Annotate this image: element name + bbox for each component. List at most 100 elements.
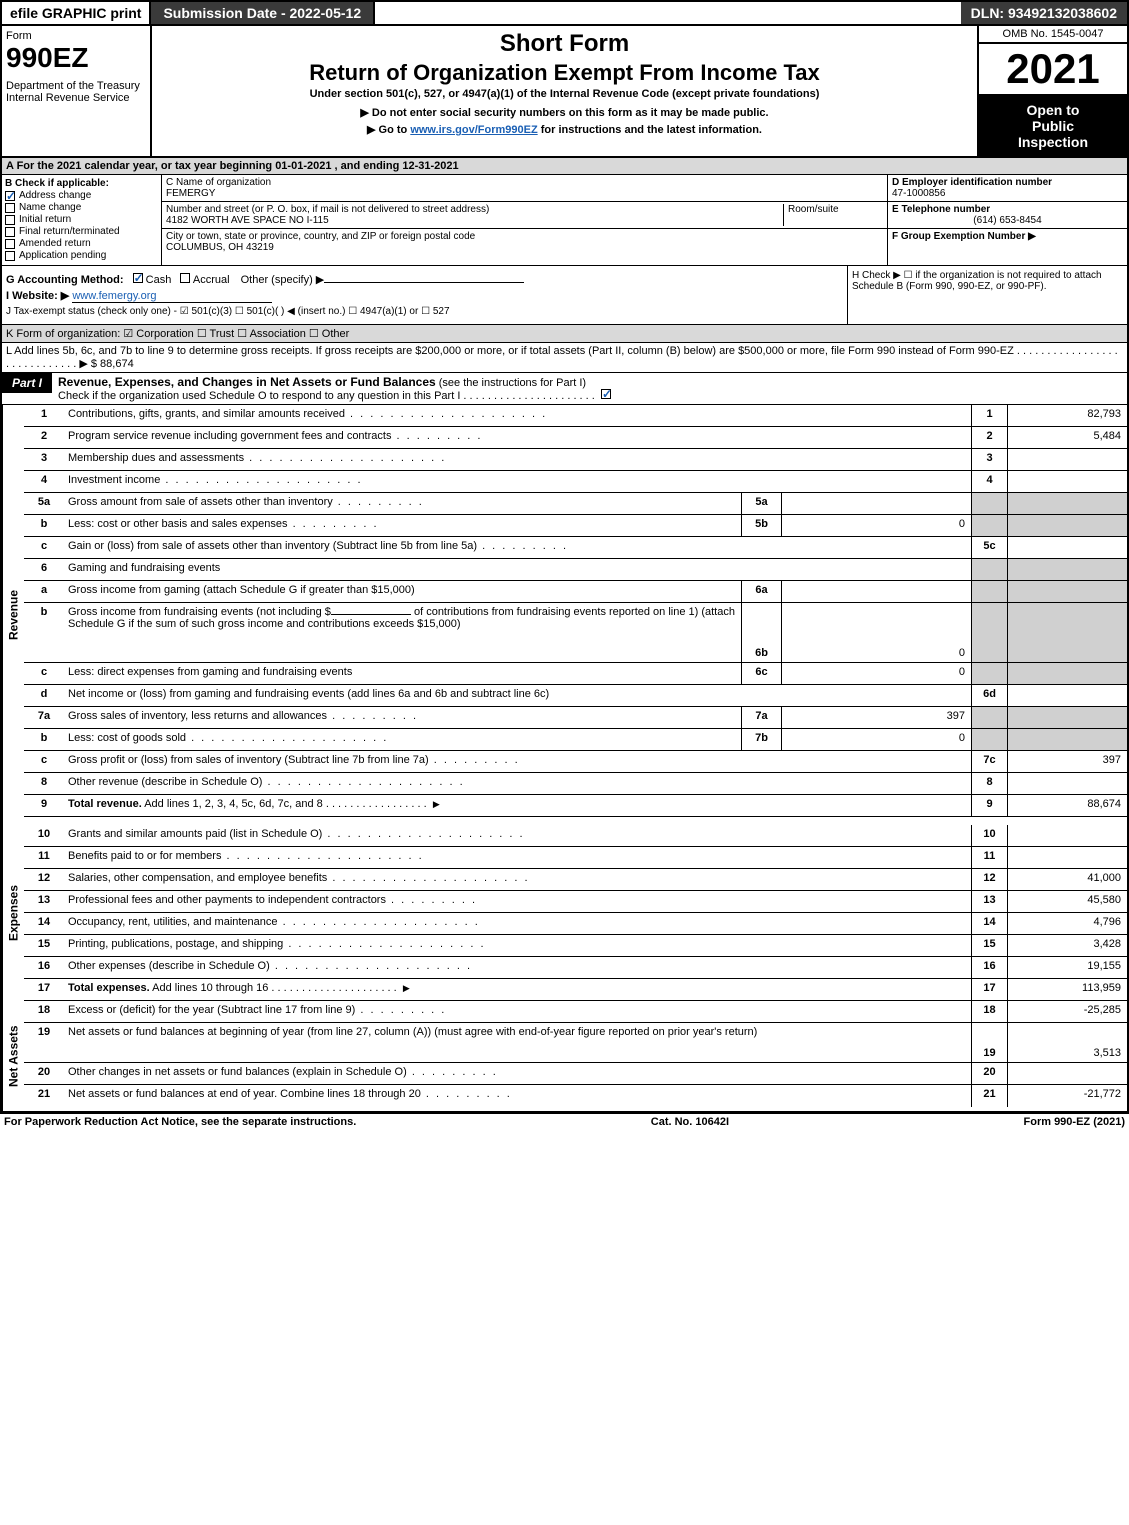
final-val: 45,580	[1007, 891, 1127, 912]
sub-no: 6a	[741, 581, 781, 602]
line-desc: Net assets or fund balances at beginning…	[64, 1023, 971, 1062]
final-no: 8	[971, 773, 1007, 794]
sub-no: 6b	[741, 603, 781, 662]
final-val: 82,793	[1007, 405, 1127, 426]
website-link[interactable]: www.femergy.org	[72, 290, 272, 303]
footer-right: Form 990-EZ (2021)	[1024, 1116, 1126, 1128]
line-desc: Less: cost or other basis and sales expe…	[64, 515, 741, 536]
final-val-shaded	[1007, 581, 1127, 602]
expenses-block: Expenses 10Grants and similar amounts pa…	[0, 825, 1129, 1001]
final-val	[1007, 825, 1127, 846]
sub-val	[781, 493, 971, 514]
line-desc: Other changes in net assets or fund bala…	[64, 1063, 971, 1084]
org-name-row: C Name of organization FEMERGY	[162, 175, 887, 202]
check-initial-return[interactable]: Initial return	[5, 214, 158, 225]
tel-label: E Telephone number	[892, 204, 1123, 215]
footer-mid: Cat. No. 10642I	[651, 1116, 729, 1128]
check-final-return[interactable]: Final return/terminated	[5, 226, 158, 237]
line-desc: Net assets or fund balances at end of ye…	[64, 1085, 971, 1107]
part-1-header: Part I Revenue, Expenses, and Changes in…	[0, 373, 1129, 405]
line-no: c	[24, 663, 64, 684]
sub-val: 0	[781, 515, 971, 536]
final-no-shaded	[971, 663, 1007, 684]
final-no: 4	[971, 471, 1007, 492]
final-val-shaded	[1007, 729, 1127, 750]
goto-pre: ▶ Go to	[367, 124, 410, 136]
line-no: 3	[24, 449, 64, 470]
g-cash: Cash	[146, 274, 172, 286]
arrow-icon	[403, 982, 410, 994]
l6b-field[interactable]	[331, 614, 411, 615]
line-desc: Salaries, other compensation, and employ…	[64, 869, 971, 890]
efile-print[interactable]: efile GRAPHIC print	[2, 2, 151, 24]
final-no-shaded	[971, 559, 1007, 580]
open1: Open to	[981, 102, 1125, 118]
room-suite-label: Room/suite	[783, 204, 883, 226]
sub-val: 0	[781, 729, 971, 750]
checkbox-icon[interactable]	[133, 273, 143, 283]
line-no: a	[24, 581, 64, 602]
department: Department of the Treasury Internal Reve…	[6, 80, 146, 104]
app-pending-label: Application pending	[19, 250, 106, 261]
group-exemption-label: F Group Exemption Number ▶	[892, 231, 1123, 242]
final-no: 16	[971, 957, 1007, 978]
sub-val: 397	[781, 707, 971, 728]
line-desc: Contributions, gifts, grants, and simila…	[64, 405, 971, 426]
open-to-public: Open to Public Inspection	[979, 96, 1127, 156]
goto-link[interactable]: www.irs.gov/Form990EZ	[410, 124, 537, 136]
checkbox-icon[interactable]	[180, 273, 190, 283]
org-name-label: C Name of organization	[166, 177, 883, 188]
final-val: 88,674	[1007, 795, 1127, 816]
final-val-shaded	[1007, 707, 1127, 728]
g-other: Other (specify) ▶	[241, 274, 325, 286]
open3: Inspection	[981, 134, 1125, 150]
col-c: C Name of organization FEMERGY Number an…	[162, 175, 887, 265]
line-no: 6	[24, 559, 64, 580]
section-k: K Form of organization: ☑ Corporation ☐ …	[0, 325, 1129, 343]
final-val: -25,285	[1007, 1001, 1127, 1022]
check-address-change[interactable]: Address change	[5, 190, 158, 201]
goto-line: ▶ Go to www.irs.gov/Form990EZ for instru…	[156, 123, 973, 136]
final-no-shaded	[971, 707, 1007, 728]
final-no-shaded	[971, 493, 1007, 514]
col-d: D Employer identification number 47-1000…	[887, 175, 1127, 265]
line-no: 15	[24, 935, 64, 956]
line-desc: Gross income from fundraising events (no…	[64, 603, 741, 662]
line-no: c	[24, 751, 64, 772]
line-desc: Membership dues and assessments	[64, 449, 971, 470]
line-j: J Tax-exempt status (check only one) - ☑…	[6, 306, 843, 317]
final-val: 4,796	[1007, 913, 1127, 934]
g-other-field[interactable]	[324, 282, 524, 283]
final-val: 5,484	[1007, 427, 1127, 448]
final-val: -21,772	[1007, 1085, 1127, 1107]
check-amended[interactable]: Amended return	[5, 238, 158, 249]
final-val-shaded	[1007, 493, 1127, 514]
line-h: H Check ▶ ☐ if the organization is not r…	[847, 266, 1127, 324]
part-1-check: Check if the organization used Schedule …	[58, 390, 595, 402]
org-name: FEMERGY	[166, 188, 883, 199]
line-desc: Excess or (deficit) for the year (Subtra…	[64, 1001, 971, 1022]
ein-label: D Employer identification number	[892, 177, 1123, 188]
submission-date: Submission Date - 2022-05-12	[151, 2, 375, 24]
final-val	[1007, 1063, 1127, 1084]
part-1-label: Part I	[2, 373, 52, 393]
checkbox-icon[interactable]	[601, 389, 611, 399]
line-desc: Less: direct expenses from gaming and fu…	[64, 663, 741, 684]
check-application-pending[interactable]: Application pending	[5, 250, 158, 261]
city: COLUMBUS, OH 43219	[166, 242, 883, 253]
final-val	[1007, 449, 1127, 470]
checkbox-icon	[5, 203, 15, 213]
line-no: 10	[24, 825, 64, 846]
line-no: 12	[24, 869, 64, 890]
arrow-icon	[433, 798, 440, 810]
final-no: 5c	[971, 537, 1007, 558]
check-name-change[interactable]: Name change	[5, 202, 158, 213]
sub-val: 0	[781, 603, 971, 662]
ein-row: D Employer identification number 47-1000…	[888, 175, 1127, 202]
line-desc: Net income or (loss) from gaming and fun…	[64, 685, 971, 706]
final-no: 14	[971, 913, 1007, 934]
info-grid: B Check if applicable: Address change Na…	[0, 175, 1129, 266]
line-no: 13	[24, 891, 64, 912]
line-no: 9	[24, 795, 64, 816]
open2: Public	[981, 118, 1125, 134]
